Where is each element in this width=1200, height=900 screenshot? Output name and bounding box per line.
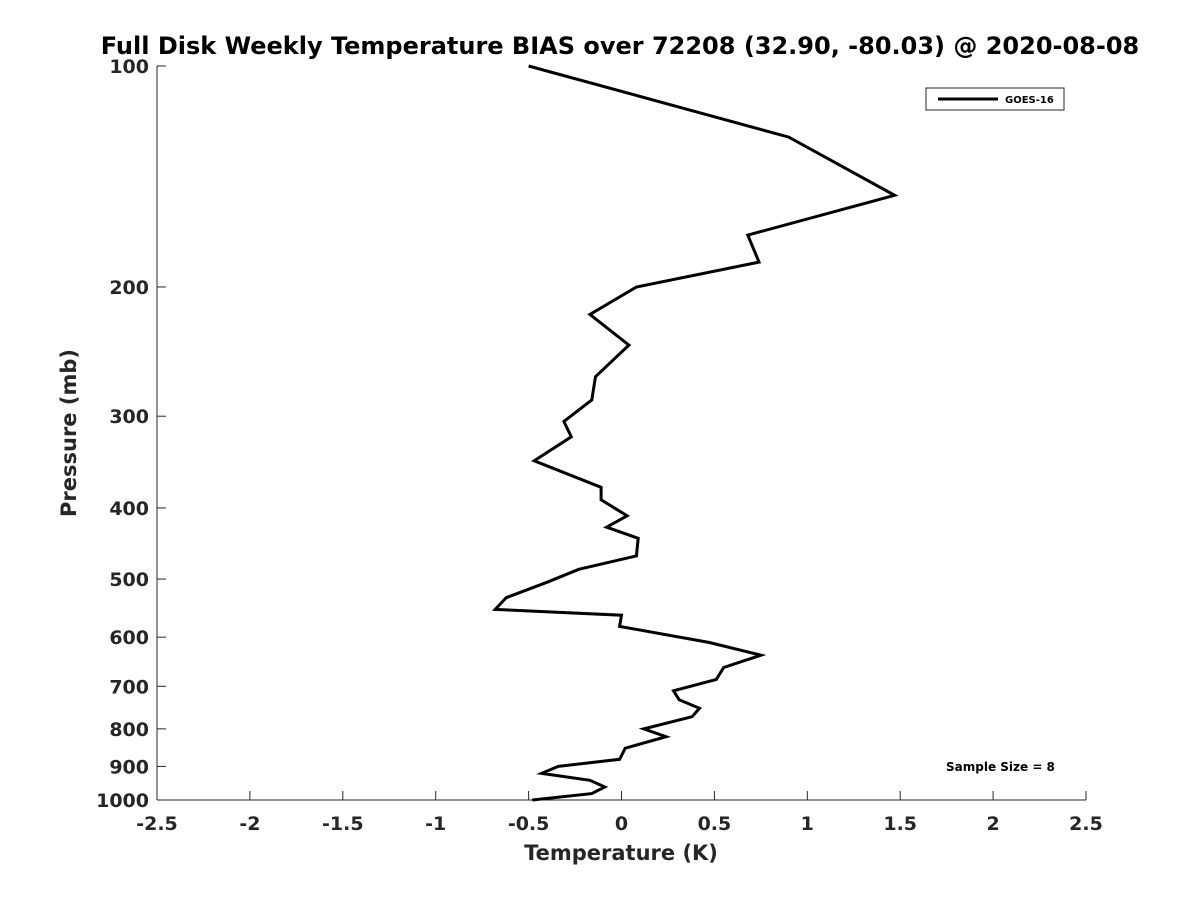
x-tick-label: -2	[239, 813, 260, 835]
y-tick-label: 500	[109, 569, 149, 591]
series-group	[491, 64, 899, 802]
y-tick-label: 800	[109, 719, 149, 741]
x-tick-label: -2.5	[136, 813, 178, 835]
series-line-goes16	[491, 64, 899, 802]
x-tick-label: -1	[425, 813, 446, 835]
x-ticks: -2.5 -2 -1.5 -1 -0.5 0 0.5 1 1.5 2 2.5	[136, 791, 1103, 835]
plot-area: -2.5 -2 -1.5 -1 -0.5 0 0.5 1 1.5 2 2.5 100 200 300 40…	[96, 56, 1103, 835]
x-tick-label: 2	[986, 813, 999, 835]
x-tick-label: 0.5	[698, 813, 732, 835]
x-tick-label: 0	[615, 813, 628, 835]
legend: GOES-16	[925, 87, 1065, 111]
y-tick-label: 700	[109, 676, 149, 698]
legend-label-goes16: GOES-16	[1005, 95, 1054, 106]
y-tick-label: 900	[109, 756, 149, 778]
y-tick-label: 1000	[96, 790, 149, 812]
x-tick-label: 2.5	[1069, 813, 1103, 835]
y-tick-label: 300	[109, 406, 149, 428]
y-tick-label: 200	[109, 277, 149, 299]
sample-size-annotation: Sample Size = 8	[946, 760, 1055, 774]
chart-title: Full Disk Weekly Temperature BIAS over 7…	[101, 32, 1140, 60]
y-ticks: 100 200 300 400 500 600 700 800 900 1000	[96, 56, 166, 812]
y-axis-label: Pressure (mb)	[57, 349, 81, 517]
x-axis-label: Temperature (K)	[524, 841, 718, 865]
x-tick-label: -0.5	[508, 813, 550, 835]
x-tick-label: 1.5	[883, 813, 917, 835]
y-tick-label: 400	[109, 498, 149, 520]
y-tick-label: 600	[109, 627, 149, 649]
x-tick-label: -1.5	[322, 813, 364, 835]
x-tick-label: 1	[801, 813, 814, 835]
y-tick-label: 100	[109, 56, 149, 78]
